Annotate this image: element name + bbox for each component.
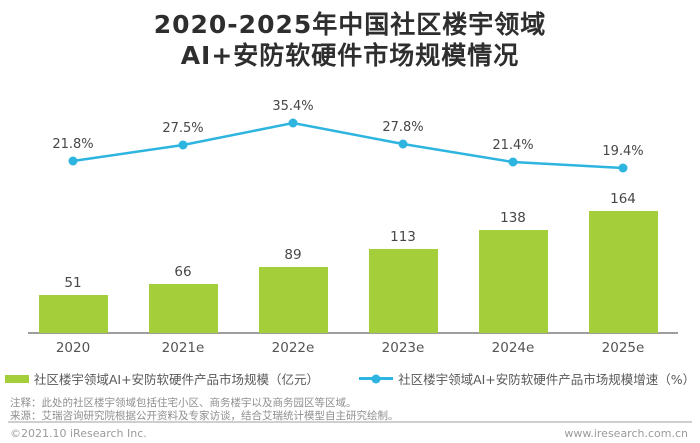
bar-2022e xyxy=(258,267,328,333)
x-axis-label-2023e: 2023e xyxy=(381,340,425,356)
x-axis-line xyxy=(28,332,678,334)
x-axis-label-2021e: 2021e xyxy=(161,340,205,356)
line-series-marker-icon xyxy=(359,374,394,383)
bar-value-label-2023e: 113 xyxy=(390,229,416,245)
growth-rate-label-2022e: 35.4% xyxy=(272,99,314,114)
bar-2025e xyxy=(588,211,658,333)
chart-title-line1: 2020-2025年中国社区楼宇领域 xyxy=(153,10,547,39)
chart-title-line2: AI+安防软硬件市场规模情况 xyxy=(180,41,520,70)
growth-rate-label-2024e: 21.4% xyxy=(492,138,534,153)
bar-value-label-2020: 51 xyxy=(64,275,82,291)
legend-item-growth-rate: 社区楼宇领域AI+安防软硬件产品市场规模增速（%） xyxy=(359,369,695,388)
growth-rate-label-2025e: 19.4% xyxy=(602,144,644,159)
note-source: 来源：艾瑞咨询研究院根据公开资料及专家访谈，结合艾瑞统计模型自主研究绘制。 xyxy=(10,409,399,422)
line-point-2024e xyxy=(508,157,518,167)
line-point-2021e xyxy=(178,140,188,150)
footer-divider xyxy=(8,421,692,423)
legend-item-market-size: 社区楼宇领域AI+安防软硬件产品市场规模（亿元） xyxy=(4,369,320,388)
bar-2023e xyxy=(368,249,438,333)
x-axis-label-2025e: 2025e xyxy=(601,340,645,356)
legend: 社区楼宇领域AI+安防软硬件产品市场规模（亿元） 社区楼宇领域AI+安防软硬件产… xyxy=(0,369,700,388)
bar-2024e xyxy=(478,230,548,333)
bar-2020 xyxy=(38,295,108,333)
x-axis-label-2020: 2020 xyxy=(55,340,91,356)
x-axis-label-2022e: 2022e xyxy=(271,340,315,356)
bar-2021e xyxy=(148,284,218,333)
bar-value-label-2024e: 138 xyxy=(500,210,526,226)
copyright-text: ©2021.10 iResearch Inc. xyxy=(10,427,147,440)
line-point-2020 xyxy=(68,156,78,166)
bar-series-swatch-icon xyxy=(4,374,29,383)
line-series-legend-label: 社区楼宇领域AI+安防软硬件产品市场规模增速（%） xyxy=(398,372,696,387)
x-axis-label-2024e: 2024e xyxy=(491,340,535,356)
line-point-2023e xyxy=(398,139,408,149)
growth-rate-label-2023e: 27.8% xyxy=(382,120,424,135)
bar-series-legend-label: 社区楼宇领域AI+安防软硬件产品市场规模（亿元） xyxy=(33,372,320,387)
footer-bar: ©2021.10 iResearch Inc. www.iresearch.co… xyxy=(10,427,688,440)
line-point-2025e xyxy=(618,163,628,173)
footnotes: 注释：此处的社区楼宇领域包括住宅小区、商务楼宇以及商务园区等区域。 来源：艾瑞咨… xyxy=(10,397,399,422)
growth-rate-label-2020: 21.8% xyxy=(52,137,94,152)
line-point-2022e xyxy=(288,118,298,128)
note-annotation: 注释：此处的社区楼宇领域包括住宅小区、商务楼宇以及商务园区等区域。 xyxy=(10,397,357,409)
bar-value-label-2022e: 89 xyxy=(284,247,302,263)
bar-value-label-2021e: 66 xyxy=(174,264,192,280)
chart-title: 2020-2025年中国社区楼宇领域 AI+安防软硬件市场规模情况 xyxy=(0,9,700,71)
growth-rate-label-2021e: 27.5% xyxy=(162,121,204,136)
bar-value-label-2025e: 164 xyxy=(610,191,636,207)
website-link[interactable]: www.iresearch.com.cn xyxy=(564,427,688,440)
